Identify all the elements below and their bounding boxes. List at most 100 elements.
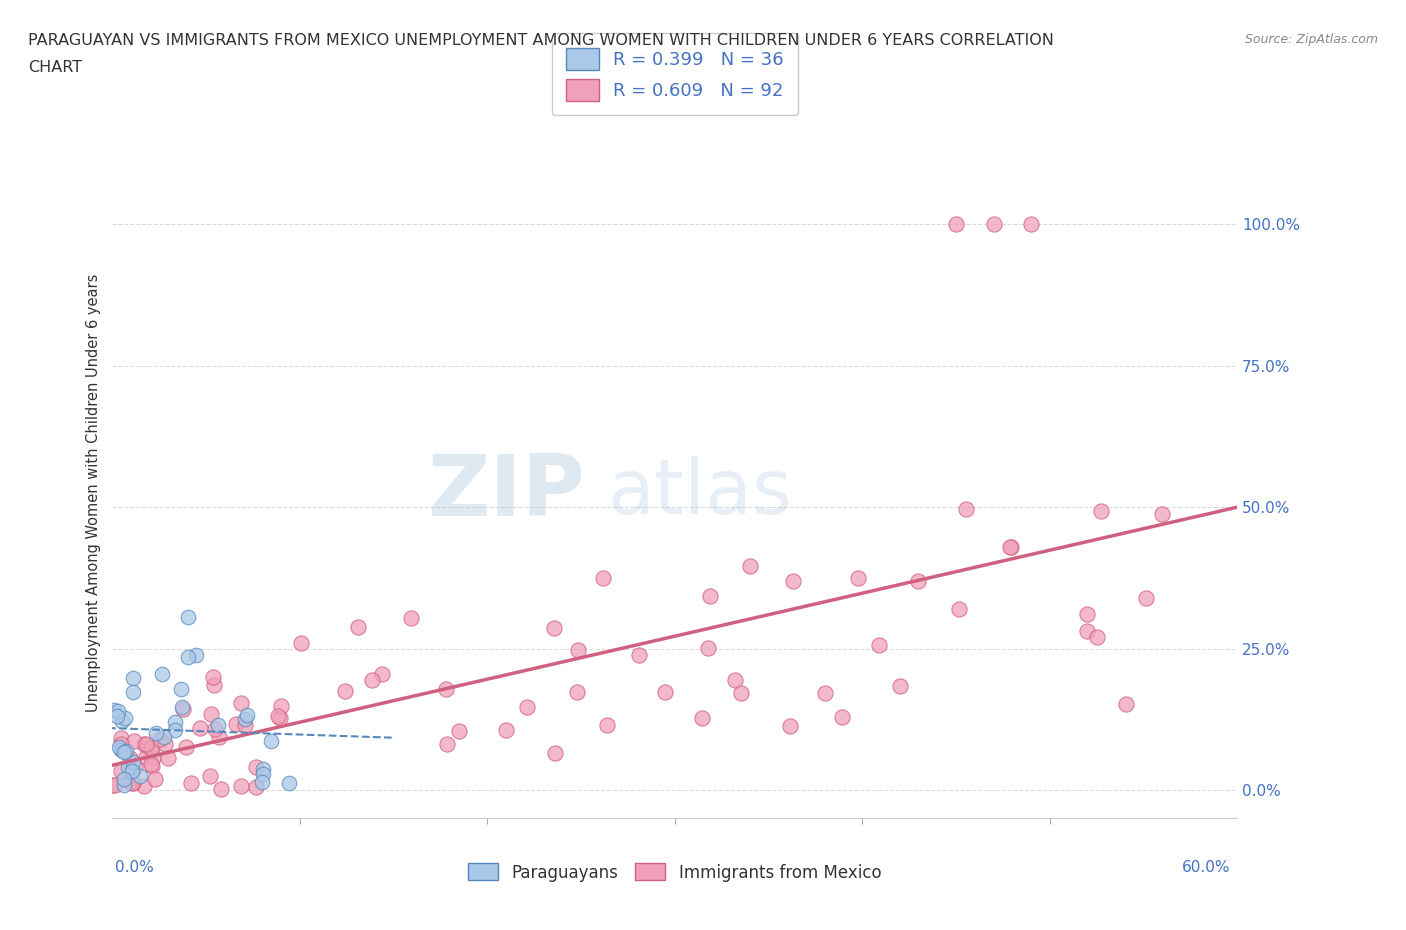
Point xyxy=(174,739,197,754)
Point xyxy=(172,700,194,715)
Point xyxy=(114,711,136,725)
Point xyxy=(252,762,274,777)
Point xyxy=(831,710,853,724)
Point xyxy=(165,715,187,730)
Point xyxy=(141,740,163,755)
Text: 60.0%: 60.0% xyxy=(1182,860,1230,875)
Point xyxy=(516,699,538,714)
Point xyxy=(135,737,157,751)
Point xyxy=(225,717,247,732)
Point xyxy=(180,775,202,790)
Point xyxy=(266,709,288,724)
Point xyxy=(170,682,193,697)
Point xyxy=(141,756,163,771)
Point xyxy=(724,672,747,687)
Point xyxy=(1090,503,1112,518)
Point xyxy=(696,641,718,656)
Point xyxy=(782,574,804,589)
Point xyxy=(1019,217,1042,232)
Y-axis label: Unemployment Among Women with Children Under 6 years: Unemployment Among Women with Children U… xyxy=(86,273,101,712)
Point xyxy=(335,684,357,698)
Point xyxy=(186,647,208,662)
Point xyxy=(110,730,132,745)
Point xyxy=(141,740,163,755)
Point xyxy=(112,777,135,792)
Point xyxy=(121,764,143,778)
Point xyxy=(1150,507,1173,522)
Point xyxy=(112,771,135,786)
Point xyxy=(104,778,127,793)
Point xyxy=(371,666,394,681)
Point xyxy=(141,759,163,774)
Point xyxy=(124,734,146,749)
Point xyxy=(233,711,256,726)
Point xyxy=(948,602,970,617)
Point xyxy=(153,730,176,745)
Point xyxy=(1115,697,1137,711)
Point xyxy=(107,708,129,723)
Point xyxy=(779,719,801,734)
Point xyxy=(121,776,143,790)
Point xyxy=(495,723,517,737)
Point xyxy=(108,740,131,755)
Point xyxy=(627,647,650,662)
Point xyxy=(889,679,911,694)
Point xyxy=(165,723,187,737)
Point xyxy=(868,638,890,653)
Point xyxy=(207,718,229,733)
Point xyxy=(188,720,211,735)
Point xyxy=(592,570,614,585)
Point xyxy=(153,737,176,751)
Text: CHART: CHART xyxy=(28,60,82,75)
Point xyxy=(231,779,253,794)
Point xyxy=(1135,591,1157,605)
Point xyxy=(907,574,929,589)
Point xyxy=(543,746,565,761)
Point xyxy=(202,677,225,692)
Point xyxy=(112,744,135,759)
Point xyxy=(252,766,274,781)
Point xyxy=(110,764,132,778)
Point xyxy=(250,775,273,790)
Point xyxy=(149,731,172,746)
Point xyxy=(122,684,145,699)
Point xyxy=(543,620,565,635)
Point xyxy=(955,502,977,517)
Point xyxy=(132,737,155,751)
Point xyxy=(1076,606,1098,621)
Text: Source: ZipAtlas.com: Source: ZipAtlas.com xyxy=(1244,33,1378,46)
Point xyxy=(209,782,232,797)
Point xyxy=(200,769,222,784)
Point xyxy=(177,650,200,665)
Point xyxy=(245,779,267,794)
Point xyxy=(172,701,194,716)
Point xyxy=(567,642,589,657)
Point xyxy=(122,671,145,685)
Point xyxy=(142,751,165,765)
Point xyxy=(233,718,256,733)
Point xyxy=(121,764,143,778)
Point xyxy=(436,737,458,751)
Point xyxy=(103,702,125,717)
Point xyxy=(434,682,457,697)
Point xyxy=(118,775,141,790)
Point xyxy=(157,751,180,765)
Point xyxy=(270,698,292,713)
Point xyxy=(738,558,761,573)
Point xyxy=(596,718,619,733)
Point xyxy=(231,696,253,711)
Point xyxy=(945,217,967,232)
Point xyxy=(447,724,470,738)
Point xyxy=(1000,539,1022,554)
Point xyxy=(1000,539,1022,554)
Point xyxy=(260,734,283,749)
Point xyxy=(177,609,200,624)
Point xyxy=(115,743,138,758)
Point xyxy=(121,776,143,790)
Point xyxy=(110,742,132,757)
Text: atlas: atlas xyxy=(607,456,792,530)
Point xyxy=(117,760,139,775)
Point xyxy=(136,739,159,754)
Point xyxy=(145,725,167,740)
Point xyxy=(278,776,301,790)
